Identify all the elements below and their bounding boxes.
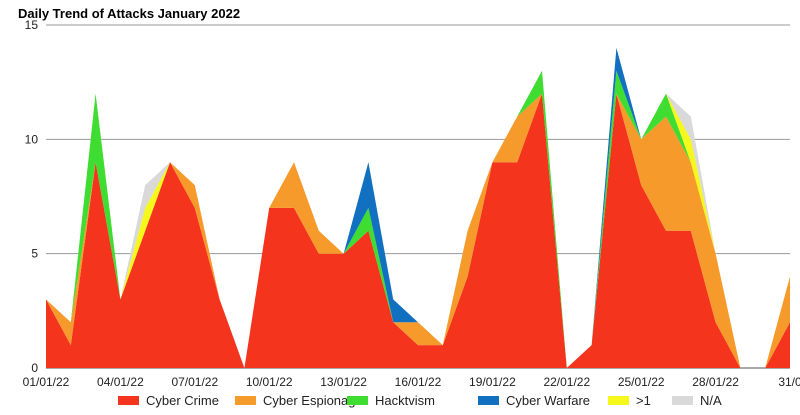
axes: 0 5 10 15 01/01/22 04/01/22 07/01/22 10/01/22 13… bbox=[23, 18, 800, 389]
legend-label: Hacktvism bbox=[375, 393, 435, 408]
x-tick-label: 28/01/22 bbox=[692, 375, 739, 389]
legend-swatch bbox=[347, 396, 368, 405]
legend-label: Cyber Espionage bbox=[263, 393, 363, 408]
chart-title: Daily Trend of Attacks January 2022 bbox=[18, 6, 241, 21]
legend-label: Cyber Warfare bbox=[506, 393, 590, 408]
legend-swatch bbox=[235, 396, 256, 405]
x-tick-label: 31/0 bbox=[778, 375, 800, 389]
legend: Cyber Crime Cyber Espionage Hacktvism Cyber… bbox=[118, 393, 722, 408]
y-tick-label: 5 bbox=[31, 247, 38, 261]
x-tick-label: 01/01/22 bbox=[23, 375, 70, 389]
legend-swatch bbox=[672, 396, 693, 405]
series-area-cyber-crime bbox=[46, 93, 790, 368]
x-tick-label: 25/01/22 bbox=[618, 375, 665, 389]
legend-swatch bbox=[118, 396, 139, 405]
legend-swatch bbox=[478, 396, 499, 405]
y-tick-label: 15 bbox=[25, 18, 39, 32]
legend-swatch bbox=[608, 396, 629, 405]
legend-label: Cyber Crime bbox=[146, 393, 219, 408]
legend-label: N/A bbox=[700, 393, 722, 408]
x-tick-label: 10/01/22 bbox=[246, 375, 293, 389]
series-areas bbox=[46, 47, 790, 369]
x-tick-label: 19/01/22 bbox=[469, 375, 516, 389]
x-tick-label: 04/01/22 bbox=[97, 375, 144, 389]
x-tick-label: 16/01/22 bbox=[395, 375, 442, 389]
x-tick-label: 07/01/22 bbox=[171, 375, 218, 389]
legend-label: >1 bbox=[636, 393, 651, 408]
y-tick-label: 0 bbox=[31, 361, 38, 375]
x-tick-label: 13/01/22 bbox=[320, 375, 367, 389]
y-tick-label: 10 bbox=[25, 132, 39, 146]
x-tick-label: 22/01/22 bbox=[543, 375, 590, 389]
